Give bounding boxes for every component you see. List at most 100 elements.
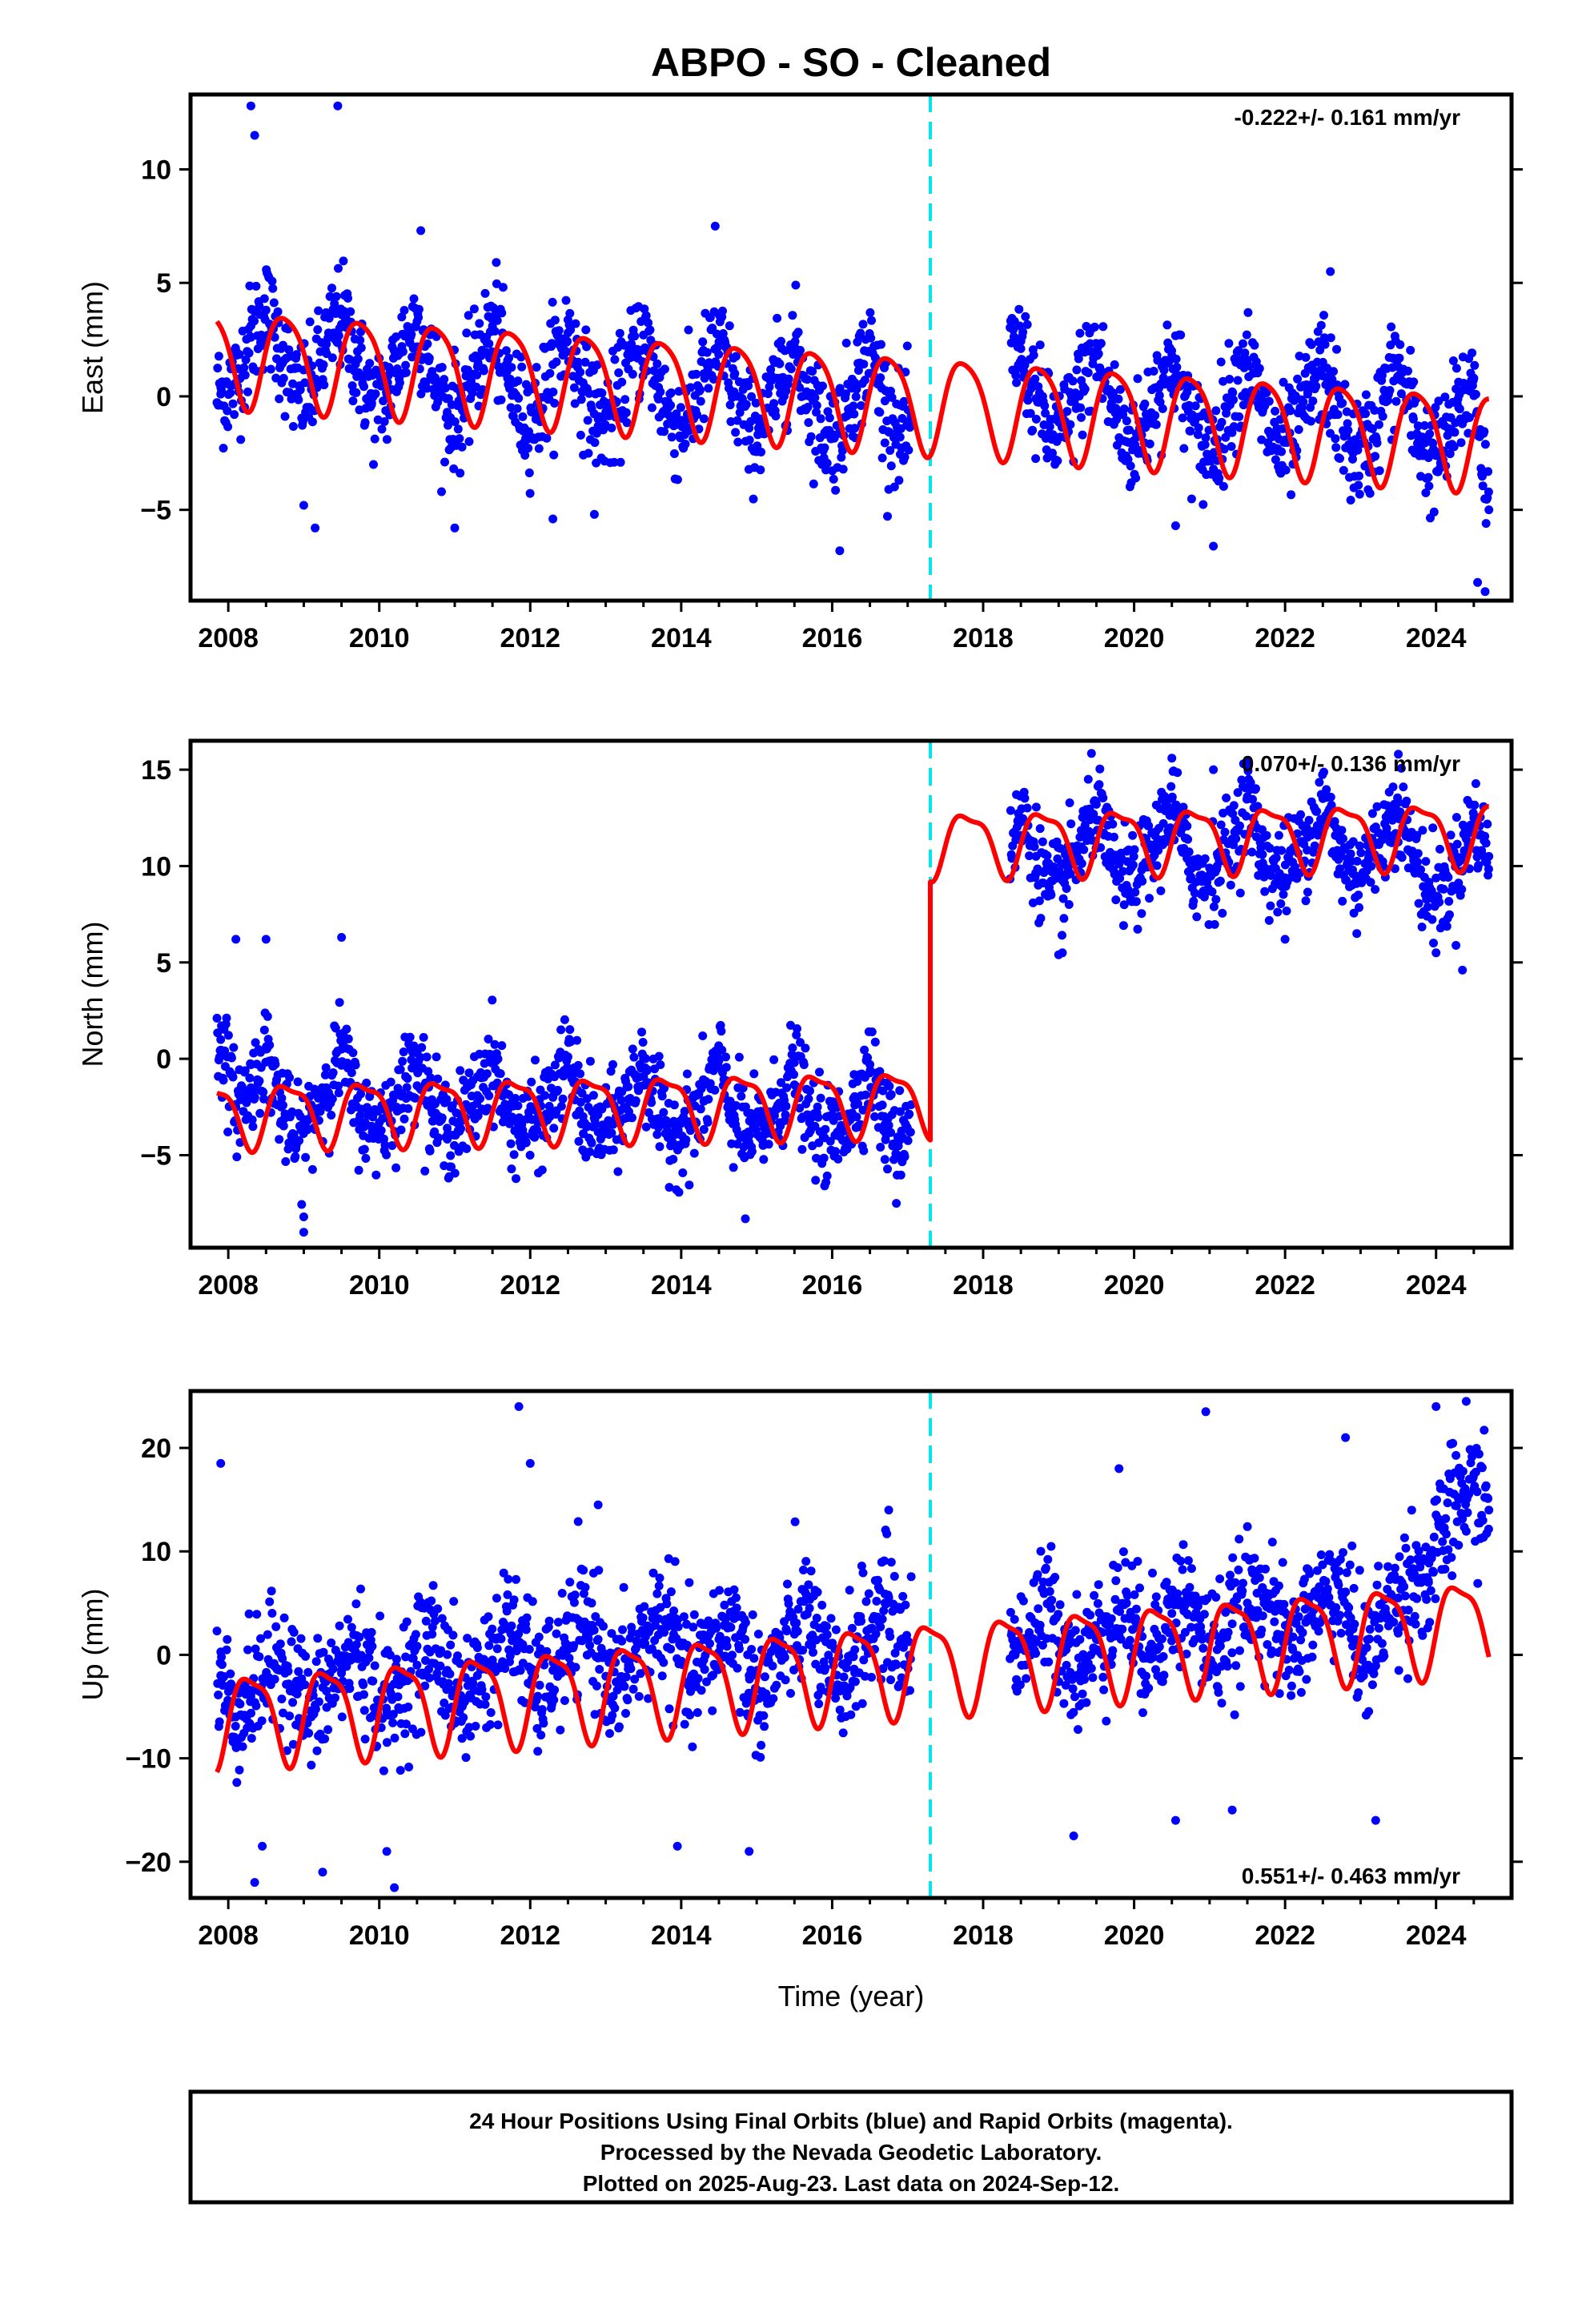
data-point: [530, 1132, 540, 1142]
data-point: [1007, 854, 1017, 863]
data-point: [592, 1681, 601, 1691]
data-point: [390, 1733, 400, 1743]
data-point: [393, 1692, 403, 1702]
data-point: [1311, 381, 1321, 391]
data-point: [420, 1681, 430, 1691]
data-point: [689, 1622, 698, 1632]
data-point: [1296, 810, 1306, 819]
data-point: [1429, 507, 1439, 517]
data-point: [421, 1616, 431, 1626]
data-point: [804, 1580, 813, 1590]
data-point: [550, 399, 560, 408]
data-point: [528, 1597, 537, 1606]
data-point: [1390, 864, 1399, 874]
data-point: [1333, 846, 1343, 855]
data-point: [880, 438, 889, 448]
data-point: [731, 1593, 741, 1602]
data-point: [771, 412, 781, 420]
data-point: [401, 1719, 411, 1729]
north-panel: 2008 2010 2012 2014 2016 2018 2020 2022 2024−505…: [76, 738, 1523, 1301]
data-point: [1229, 395, 1238, 404]
data-point: [703, 1117, 713, 1127]
data-point: [442, 1095, 452, 1104]
data-point: [1122, 881, 1131, 890]
data-point: [822, 458, 832, 468]
data-point: [267, 1586, 276, 1596]
data-point: [213, 364, 223, 373]
data-point: [638, 1613, 648, 1622]
data-point: [835, 1705, 845, 1715]
data-point: [330, 299, 339, 308]
data-point: [718, 329, 728, 338]
data-point: [678, 1168, 688, 1177]
data-point: [838, 464, 848, 474]
data-point: [784, 374, 793, 384]
data-point: [816, 1093, 825, 1103]
data-point: [228, 1072, 238, 1082]
data-point: [1255, 364, 1264, 373]
data-point: [440, 375, 449, 384]
data-point: [464, 311, 473, 320]
data-point: [1355, 903, 1363, 912]
data-point: [532, 363, 541, 372]
data-point: [1167, 351, 1177, 360]
data-point: [356, 327, 365, 336]
data-point: [1456, 438, 1466, 448]
data-point: [725, 321, 734, 331]
data-point: [449, 1597, 459, 1606]
data-point: [759, 1155, 769, 1164]
data-point: [251, 1701, 261, 1711]
data-point: [485, 1720, 495, 1729]
data-point: [607, 1629, 616, 1638]
data-point: [245, 1073, 255, 1083]
data-point: [247, 1708, 255, 1718]
data-point: [705, 1638, 714, 1648]
data-point: [624, 364, 633, 374]
data-point: [1126, 461, 1135, 471]
outlier-point: [1431, 948, 1441, 958]
data-point: [1470, 800, 1480, 810]
y-tick-label: 15: [141, 755, 171, 786]
data-point: [461, 1753, 471, 1763]
data-point: [1397, 853, 1407, 862]
data-point: [1018, 328, 1028, 337]
data-point: [896, 1170, 905, 1180]
outlier-point: [450, 523, 460, 533]
data-point: [291, 350, 301, 360]
data-point: [900, 1152, 909, 1161]
data-point: [1319, 767, 1328, 777]
data-point: [550, 316, 560, 325]
data-point: [1173, 768, 1182, 778]
data-point: [849, 401, 858, 411]
data-point: [673, 1622, 683, 1631]
data-point: [1125, 425, 1134, 435]
data-point: [734, 1052, 744, 1062]
data-point: [505, 1119, 514, 1128]
data-point: [645, 325, 655, 335]
data-point: [681, 1135, 691, 1144]
data-point: [702, 1677, 711, 1687]
data-point: [314, 1697, 323, 1707]
data-point: [1445, 910, 1454, 919]
data-point: [669, 1100, 679, 1110]
x-tick-label: 2018: [953, 623, 1014, 653]
data-point: [1239, 339, 1247, 348]
data-point: [624, 1082, 633, 1092]
data-point: [488, 303, 498, 312]
data-point: [788, 1043, 797, 1052]
outlier-point: [1352, 929, 1362, 939]
data-point: [853, 366, 863, 375]
data-point: [1452, 839, 1462, 849]
outlier-point: [1058, 948, 1067, 958]
data-point: [1246, 778, 1255, 787]
data-point: [1243, 792, 1252, 802]
data-point: [1131, 897, 1141, 907]
data-point: [565, 1578, 575, 1587]
data-point: [665, 1183, 674, 1192]
data-point: [833, 1154, 843, 1164]
data-point: [769, 1694, 778, 1703]
data-point: [550, 1060, 560, 1070]
data-point: [1332, 344, 1341, 354]
data-point: [886, 1128, 895, 1137]
data-point: [903, 1136, 913, 1145]
